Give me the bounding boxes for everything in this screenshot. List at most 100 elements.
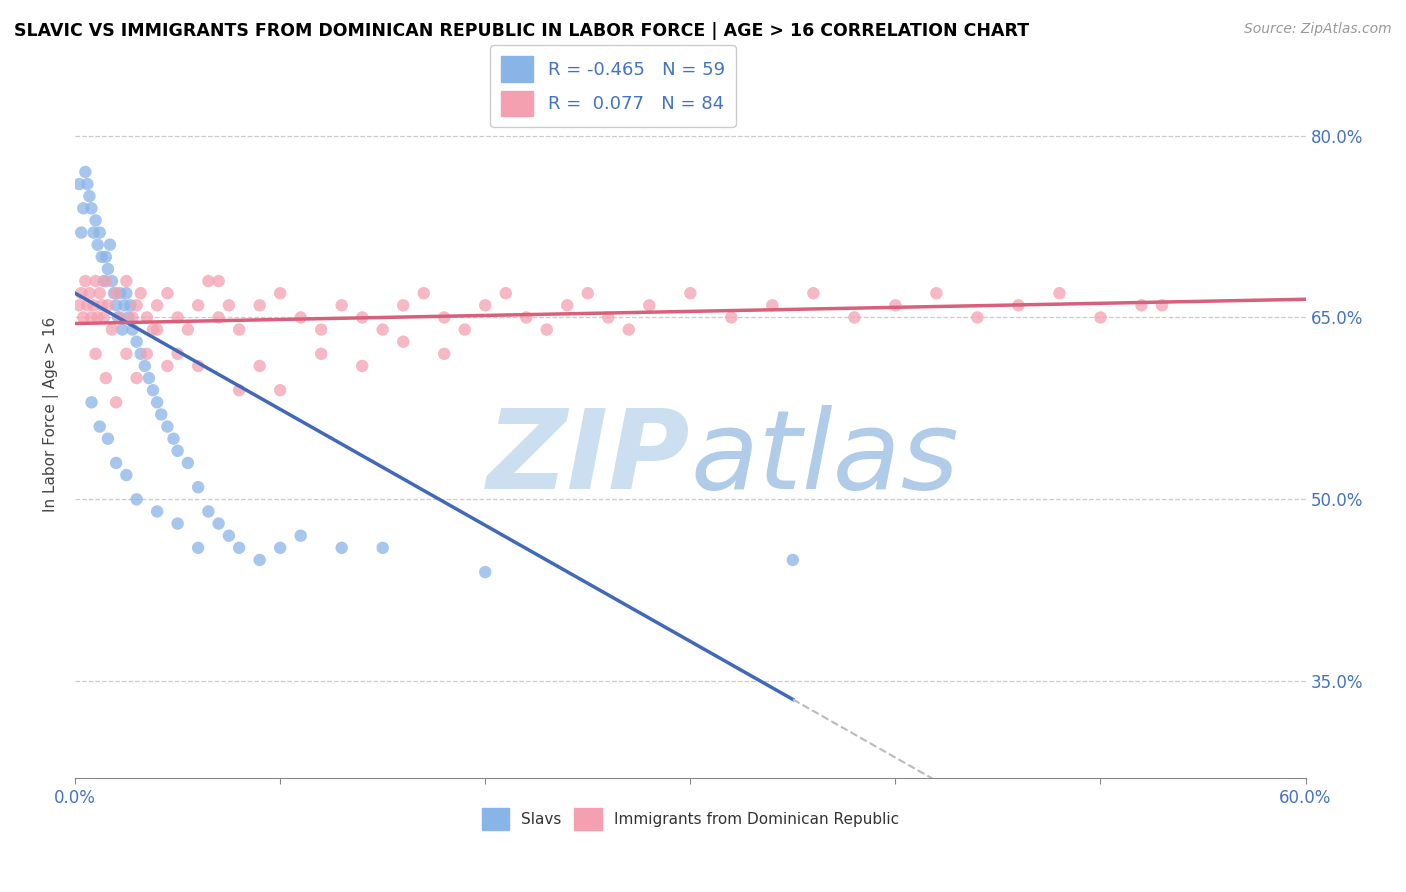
Point	[208, 310, 231, 325]
Point	[208, 274, 231, 288]
Legend: Slavs, Immigrants from Dominican Republic: Slavs, Immigrants from Dominican Republi…	[475, 802, 905, 836]
Point	[134, 359, 156, 373]
Point	[72, 202, 94, 216]
Point	[162, 432, 184, 446]
Point	[84, 213, 107, 227]
Point	[1007, 298, 1029, 312]
Point	[269, 286, 291, 301]
Point	[166, 347, 188, 361]
Point	[142, 322, 165, 336]
Point	[84, 274, 107, 288]
Point	[555, 298, 578, 312]
Point	[197, 274, 219, 288]
Point	[412, 286, 434, 301]
Point	[352, 359, 374, 373]
Point	[249, 298, 271, 312]
Point	[156, 359, 179, 373]
Point	[177, 322, 200, 336]
Point	[218, 529, 240, 543]
Point	[97, 262, 120, 277]
Point	[94, 274, 117, 288]
Point	[80, 310, 103, 325]
Point	[433, 347, 456, 361]
Point	[80, 202, 103, 216]
Point	[218, 298, 240, 312]
Point	[90, 298, 112, 312]
Point	[80, 395, 103, 409]
Point	[474, 565, 496, 579]
Text: atlas: atlas	[690, 405, 959, 512]
Point	[112, 298, 135, 312]
Point	[115, 286, 138, 301]
Point	[125, 371, 148, 385]
Point	[290, 529, 312, 543]
Point	[146, 298, 169, 312]
Point	[166, 310, 188, 325]
Point	[433, 310, 456, 325]
Point	[121, 322, 143, 336]
Point	[89, 286, 111, 301]
Point	[125, 298, 148, 312]
Point	[84, 347, 107, 361]
Point	[98, 237, 121, 252]
Point	[925, 286, 948, 301]
Point	[89, 226, 111, 240]
Point	[187, 480, 209, 494]
Point	[111, 322, 134, 336]
Point	[166, 443, 188, 458]
Point	[146, 395, 169, 409]
Point	[617, 322, 640, 336]
Point	[495, 286, 517, 301]
Point	[782, 553, 804, 567]
Point	[638, 298, 661, 312]
Point	[135, 310, 157, 325]
Y-axis label: In Labor Force | Age > 16: In Labor Force | Age > 16	[44, 317, 59, 512]
Point	[166, 516, 188, 531]
Point	[1090, 310, 1112, 325]
Point	[228, 541, 250, 555]
Point	[801, 286, 824, 301]
Point	[97, 432, 120, 446]
Text: ZIP: ZIP	[486, 405, 690, 512]
Point	[70, 226, 93, 240]
Point	[208, 516, 231, 531]
Point	[536, 322, 558, 336]
Point	[86, 237, 108, 252]
Point	[105, 456, 128, 470]
Point	[197, 504, 219, 518]
Point	[76, 177, 98, 191]
Point	[352, 310, 374, 325]
Point	[269, 541, 291, 555]
Point	[101, 322, 124, 336]
Point	[720, 310, 742, 325]
Point	[129, 347, 152, 361]
Point	[89, 419, 111, 434]
Point	[72, 310, 94, 325]
Point	[576, 286, 599, 301]
Point	[187, 359, 209, 373]
Point	[108, 286, 131, 301]
Point	[86, 310, 108, 325]
Point	[679, 286, 702, 301]
Point	[761, 298, 783, 312]
Point	[121, 310, 143, 325]
Point	[330, 541, 353, 555]
Point	[103, 286, 125, 301]
Point	[330, 298, 353, 312]
Point	[117, 310, 139, 325]
Point	[150, 408, 173, 422]
Point	[105, 298, 128, 312]
Point	[135, 347, 157, 361]
Point	[249, 359, 271, 373]
Point	[70, 286, 93, 301]
Point	[120, 298, 142, 312]
Point	[125, 492, 148, 507]
Point	[93, 274, 115, 288]
Point	[290, 310, 312, 325]
Point	[228, 322, 250, 336]
Point	[79, 286, 101, 301]
Point	[94, 371, 117, 385]
Point	[115, 468, 138, 483]
Point	[1150, 298, 1173, 312]
Point	[105, 286, 128, 301]
